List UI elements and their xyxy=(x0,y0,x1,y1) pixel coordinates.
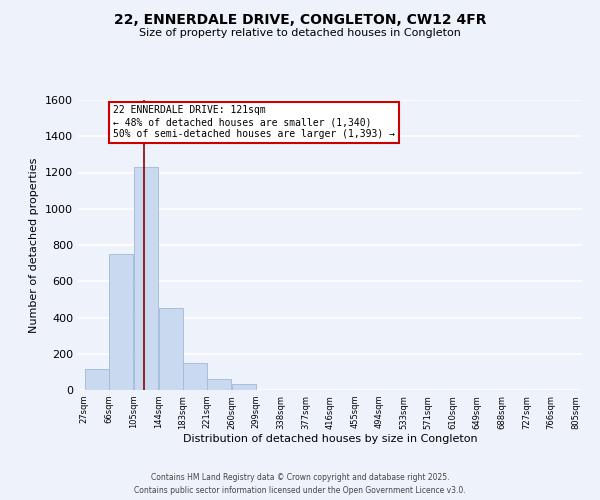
Bar xyxy=(134,167,158,390)
Text: 22, ENNERDALE DRIVE, CONGLETON, CW12 4FR: 22, ENNERDALE DRIVE, CONGLETON, CW12 4FR xyxy=(114,12,486,26)
X-axis label: Distribution of detached houses by size in Congleton: Distribution of detached houses by size … xyxy=(182,434,478,444)
Text: Contains HM Land Registry data © Crown copyright and database right 2025.: Contains HM Land Registry data © Crown c… xyxy=(151,472,449,482)
Text: Contains public sector information licensed under the Open Government Licence v3: Contains public sector information licen… xyxy=(134,486,466,495)
Bar xyxy=(158,308,182,390)
Bar xyxy=(109,254,133,390)
Bar xyxy=(207,379,231,390)
Text: 22 ENNERDALE DRIVE: 121sqm
← 48% of detached houses are smaller (1,340)
50% of s: 22 ENNERDALE DRIVE: 121sqm ← 48% of deta… xyxy=(113,106,395,138)
Y-axis label: Number of detached properties: Number of detached properties xyxy=(29,158,40,332)
Bar xyxy=(183,363,206,390)
Bar xyxy=(232,384,256,390)
Bar xyxy=(85,369,109,390)
Text: Size of property relative to detached houses in Congleton: Size of property relative to detached ho… xyxy=(139,28,461,38)
